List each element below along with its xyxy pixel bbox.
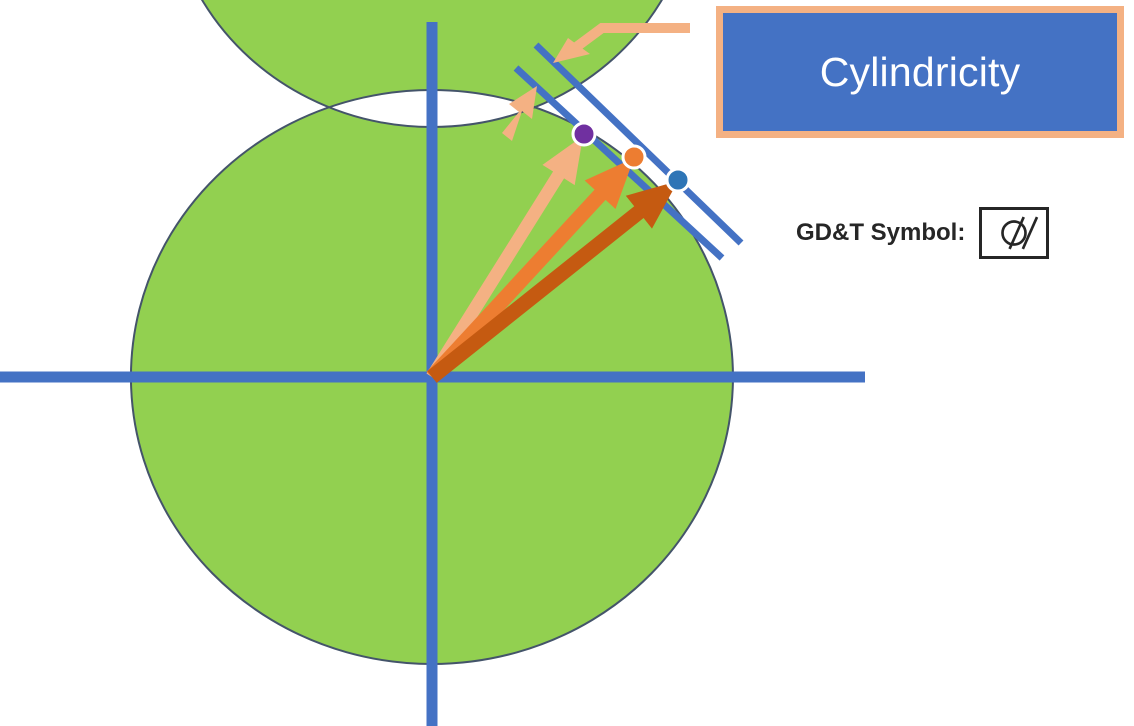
- radius-arrow-max: [427, 181, 678, 383]
- point-blue: [665, 167, 691, 193]
- radius-arrow-min: [426, 136, 583, 381]
- gdt-symbol-row: GD&T Symbol:: [796, 207, 1050, 259]
- callout-arrow-outer-boundary: [553, 23, 690, 63]
- gdt-symbol-label: GD&T Symbol:: [796, 219, 966, 246]
- point-purple: [571, 121, 597, 147]
- measurement-points: [571, 121, 691, 193]
- cylindricity-symbol: [979, 207, 1050, 259]
- inner-boundary-line: [513, 65, 725, 261]
- radius-arrow-mid: [426, 158, 634, 383]
- title-banner: Cylindricity: [716, 6, 1124, 138]
- page-title: Cylindricity: [819, 48, 1021, 95]
- outer-boundary-line: [533, 42, 744, 246]
- point-orange: [621, 144, 647, 170]
- tolerance-zone-lines: [513, 42, 744, 261]
- callout-arrow-inner-boundary: [502, 86, 537, 141]
